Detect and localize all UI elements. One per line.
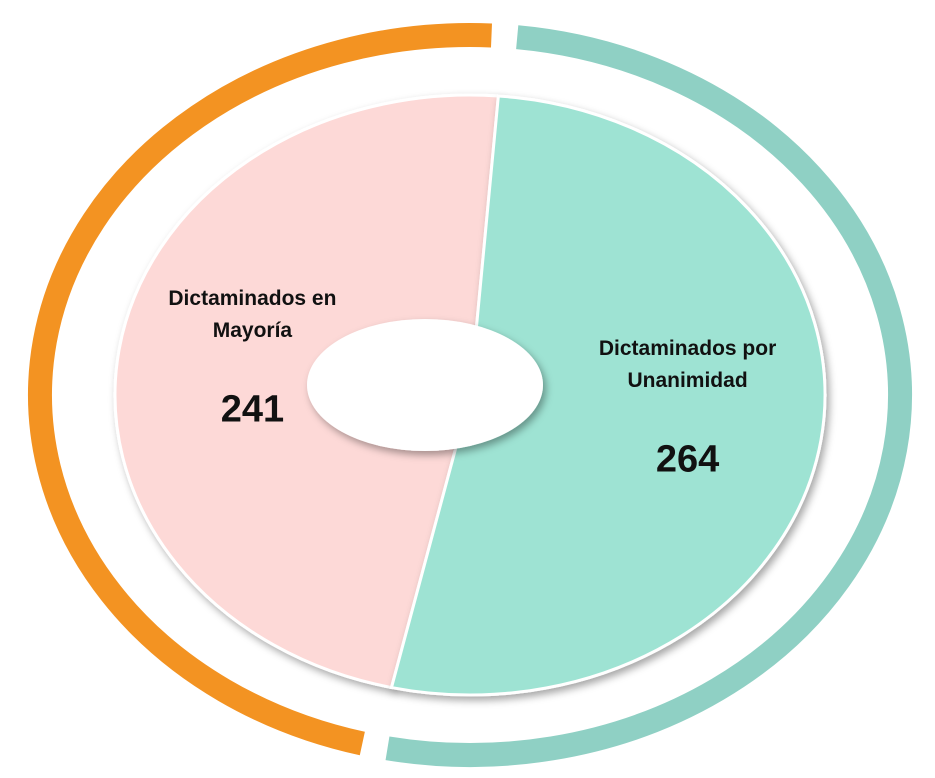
- slice-value: 241: [220, 388, 285, 431]
- slice-value: 264: [655, 438, 720, 481]
- outer-ring-arc: [28, 23, 492, 756]
- pie-slice: [389, 94, 827, 697]
- slice-label: Dictaminados en Mayoría: [168, 287, 337, 343]
- pie-slice: [113, 93, 501, 690]
- slice-label: Dictaminados por Unanimidad: [598, 336, 777, 392]
- outer-ring-arc: [385, 25, 912, 767]
- donut-hole: [307, 319, 543, 451]
